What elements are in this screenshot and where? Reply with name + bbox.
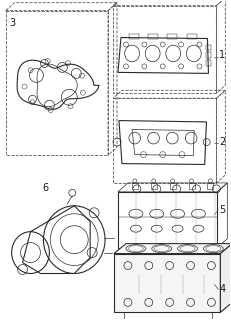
Text: 2: 2	[219, 137, 225, 147]
Text: 4: 4	[219, 284, 225, 294]
Text: 1: 1	[219, 51, 225, 60]
Text: 5: 5	[219, 205, 225, 215]
Polygon shape	[220, 244, 231, 312]
Text: 6: 6	[42, 183, 49, 193]
Text: 3: 3	[9, 18, 16, 28]
Polygon shape	[114, 253, 220, 312]
Polygon shape	[114, 244, 231, 253]
